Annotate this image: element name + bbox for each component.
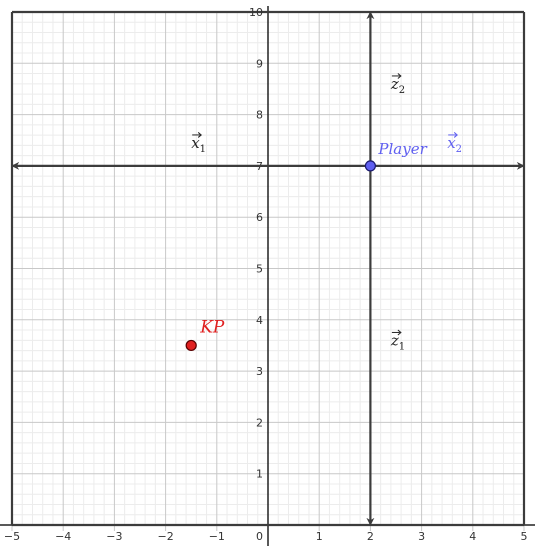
y-tick-label: 2 <box>256 416 263 429</box>
player-label: Player <box>377 140 427 158</box>
vector-accent-head <box>397 329 402 336</box>
vector-label-x2: x2 <box>447 134 462 155</box>
x-tick-labels: −5 −4 −3 −2 −1 0 1 2 3 4 5 <box>4 530 528 543</box>
y-tick-label: 4 <box>256 314 263 327</box>
kp-label: KP <box>199 317 225 337</box>
vector-accent-head <box>453 132 458 138</box>
y-tick-label: 9 <box>256 57 263 70</box>
x-tick-label: 3 <box>418 530 425 543</box>
x-tick-label: −5 <box>4 530 20 543</box>
y-tick-label: 1 <box>256 468 263 481</box>
y-tick-label: 3 <box>256 365 263 378</box>
x-tick-label: 0 <box>256 530 263 543</box>
x-tick-label: 1 <box>316 530 323 543</box>
vector-accent-head <box>197 132 202 138</box>
player-point[interactable] <box>364 160 376 172</box>
player-label-text: Player <box>377 140 427 158</box>
x-tick-label: 5 <box>521 530 528 543</box>
y-tick-label: 10 <box>249 6 263 19</box>
vector-labels: x1 x2 z2 z1 <box>191 73 462 352</box>
kp-point[interactable] <box>185 339 197 352</box>
x-tick-label: −4 <box>55 530 71 543</box>
vector-label-z2: z2 <box>390 75 405 96</box>
bounding-box <box>10 10 526 527</box>
y-tick-labels: 12345678910 <box>249 6 263 481</box>
vector-label-x1: x1 <box>191 134 206 155</box>
x-tick-label: −3 <box>106 530 122 543</box>
y-tick-label: 5 <box>256 263 263 276</box>
x-tick-label: −1 <box>209 530 225 543</box>
vector-accent-head <box>397 73 402 79</box>
vectors <box>11 11 525 526</box>
x-tick-label: 4 <box>469 530 476 543</box>
y-tick-label: 6 <box>256 211 263 224</box>
vector-label-z1: z1 <box>390 331 405 352</box>
x-tick-label: 2 <box>367 530 374 543</box>
y-tick-label: 8 <box>256 109 263 122</box>
x-tick-label: −2 <box>157 530 173 543</box>
